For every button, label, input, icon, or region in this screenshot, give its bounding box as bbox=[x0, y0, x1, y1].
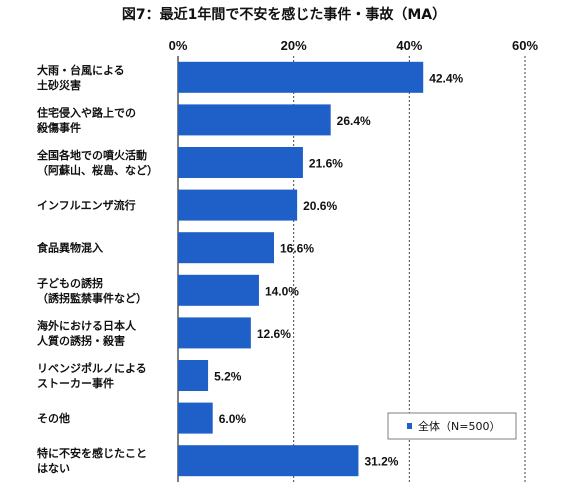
category-label: 海外における日本人 bbox=[37, 318, 137, 332]
chart-title: 図7：最近1年間で不安を感じた事件・事故（MA） bbox=[122, 6, 446, 23]
bar bbox=[178, 360, 209, 391]
x-tick-label: 60% bbox=[512, 38, 538, 53]
data-label: 5.2% bbox=[214, 370, 242, 384]
legend-box bbox=[387, 412, 517, 440]
data-label: 12.6% bbox=[257, 327, 291, 341]
data-label: 6.0% bbox=[219, 412, 247, 426]
data-labels: 42.4% 26.4% 21.6% 20.6% 16.6% 14.0% 12.6% 5.2% 6… bbox=[214, 71, 463, 468]
x-tick-label: 40% bbox=[396, 38, 422, 53]
category-label: 土砂災害 bbox=[37, 78, 81, 92]
data-label: 31.2% bbox=[364, 455, 398, 469]
category-labels: 大雨・台風による土砂災害住宅侵入や路上での殺傷事件全国各地での噴火活動（阿蘇山、… bbox=[36, 63, 158, 475]
category-label: ストーカー事件 bbox=[37, 376, 114, 390]
category-label: 殺傷事件 bbox=[36, 120, 81, 134]
x-tick-label: 20% bbox=[281, 38, 307, 53]
bar bbox=[178, 402, 213, 434]
bar bbox=[178, 232, 275, 264]
category-label: はない bbox=[37, 462, 70, 475]
bar bbox=[178, 147, 303, 178]
legend-swatch bbox=[407, 423, 412, 429]
category-label: 人質の誘拐・殺害 bbox=[37, 333, 125, 347]
category-label: 子どもの誘拐 bbox=[37, 276, 103, 290]
data-label: 26.4% bbox=[337, 114, 371, 128]
category-label: 大雨・台風による bbox=[37, 63, 125, 77]
category-label: 全国各地での噴火活動 bbox=[36, 148, 147, 162]
bar bbox=[178, 104, 331, 136]
category-label: リベンジポルノによる bbox=[37, 361, 147, 375]
legend: 全体（N=500） bbox=[387, 412, 517, 440]
bars bbox=[178, 61, 424, 477]
data-label: 14.0% bbox=[265, 284, 299, 298]
legend-label: 全体（N=500） bbox=[418, 419, 500, 433]
category-label: 住宅侵入や路上での bbox=[37, 105, 136, 119]
x-tick-label: 0% bbox=[169, 38, 188, 53]
category-label: （誘拐監禁事件など） bbox=[37, 291, 147, 305]
data-label: 20.6% bbox=[303, 199, 337, 213]
data-label: 16.6% bbox=[280, 242, 314, 256]
category-label: 食品異物混入 bbox=[37, 241, 103, 255]
bar bbox=[178, 61, 424, 93]
bar bbox=[178, 189, 298, 221]
category-label: 特に不安を感じたこと bbox=[37, 446, 147, 460]
data-label: 42.4% bbox=[429, 71, 463, 85]
bar bbox=[178, 317, 251, 349]
bar bbox=[178, 274, 259, 306]
category-label: その他 bbox=[37, 411, 70, 425]
category-label: インフルエンザ流行 bbox=[37, 198, 136, 212]
bar bbox=[178, 445, 359, 477]
category-label: （阿蘇山、桜島、など） bbox=[37, 163, 158, 177]
x-tick-labels: 0% 20% 40% 60% bbox=[169, 38, 539, 53]
data-label: 21.6% bbox=[309, 157, 343, 171]
